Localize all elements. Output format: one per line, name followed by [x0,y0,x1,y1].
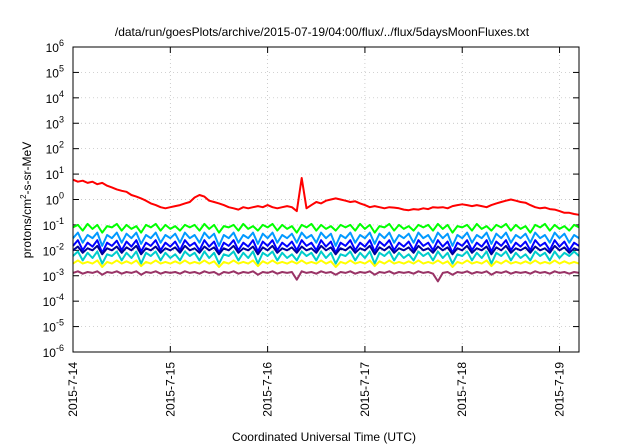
y-tick-base: 10 [43,219,57,233]
series-line-4 [72,239,580,254]
y-tick-label: 106 [46,38,64,55]
y-tick-label: 100 [46,191,64,208]
y-tick-label: 10-1 [43,216,64,233]
y-tick-label: 103 [46,114,64,131]
y-tick-label: 10-6 [43,343,64,360]
x-tick-label: 2015-7-15 [163,362,177,417]
y-axis-label: protons/cm2-s-sr-MeV [19,142,34,258]
series-line-3 [72,231,580,247]
y-tick-exponent: 3 [59,114,64,124]
y-axis-label-rest: -s-sr-MeV [20,142,34,195]
x-axis: 2015-7-14 2015-7-15 2015-7-16 2015-7-17 2015… [66,47,567,417]
y-tick-exponent: -3 [56,267,64,277]
series-line-5 [72,244,580,256]
y-tick-label: 101 [46,165,64,182]
y-tick-exponent: -5 [56,318,64,328]
y-tick-exponent: -1 [56,216,64,226]
x-tick-label: 2015-7-16 [261,362,275,417]
series-line-8 [72,177,580,216]
y-tick-exponent: -2 [56,241,64,251]
x-tick-label: 2015-7-19 [553,362,567,417]
y-tick-base: 10 [43,244,57,258]
y-tick-base: 10 [46,168,60,182]
y-tick-base: 10 [46,66,60,80]
y-axis: 10610510410310210110010-110-210-310-410-… [43,38,579,360]
y-tick-label: 10-2 [43,241,64,258]
y-tick-base: 10 [43,270,57,284]
y-tick-label: 102 [46,140,64,157]
y-tick-base: 10 [46,194,60,208]
plot-frame [72,46,580,353]
x-tick-label: 2015-7-14 [66,362,80,417]
y-tick-label: 10-4 [43,292,64,309]
y-tick-exponent: 2 [59,140,64,150]
y-tick-label: 10-5 [43,318,64,335]
x-tick-label: 2015-7-18 [455,362,469,417]
y-tick-exponent: -6 [56,343,64,353]
y-tick-base: 10 [46,41,60,55]
y-tick-label: 105 [46,63,64,80]
y-tick-exponent: -4 [56,292,64,302]
y-tick-base: 10 [46,117,60,131]
y-tick-base: 10 [46,143,60,157]
x-axis-label: Coordinated Universal Time (UTC) [232,430,416,444]
y-tick-base: 10 [46,92,60,106]
series-line-6 [72,259,580,268]
y-tick-exponent: 1 [59,165,64,175]
series-line-1 [72,222,580,234]
chart-title: /data/run/goesPlots/archive/2015-07-19/0… [115,25,530,39]
y-tick-exponent: 0 [59,191,64,201]
y-tick-label: 104 [46,89,64,106]
grid [73,47,579,352]
series-layer [72,177,580,283]
y-tick-base: 10 [43,346,57,360]
x-tick-label: 2015-7-17 [358,362,372,417]
y-tick-label: 10-3 [43,267,64,284]
y-tick-base: 10 [43,295,57,309]
y-axis-label-base: protons/cm [20,199,34,258]
series-line-2 [72,250,580,265]
y-axis-label-sup: 2 [19,194,28,199]
y-tick-base: 10 [43,321,57,335]
y-tick-exponent: 6 [59,38,64,48]
series-line-7 [72,270,580,283]
y-tick-exponent: 4 [59,89,64,99]
y-tick-exponent: 5 [59,63,64,73]
